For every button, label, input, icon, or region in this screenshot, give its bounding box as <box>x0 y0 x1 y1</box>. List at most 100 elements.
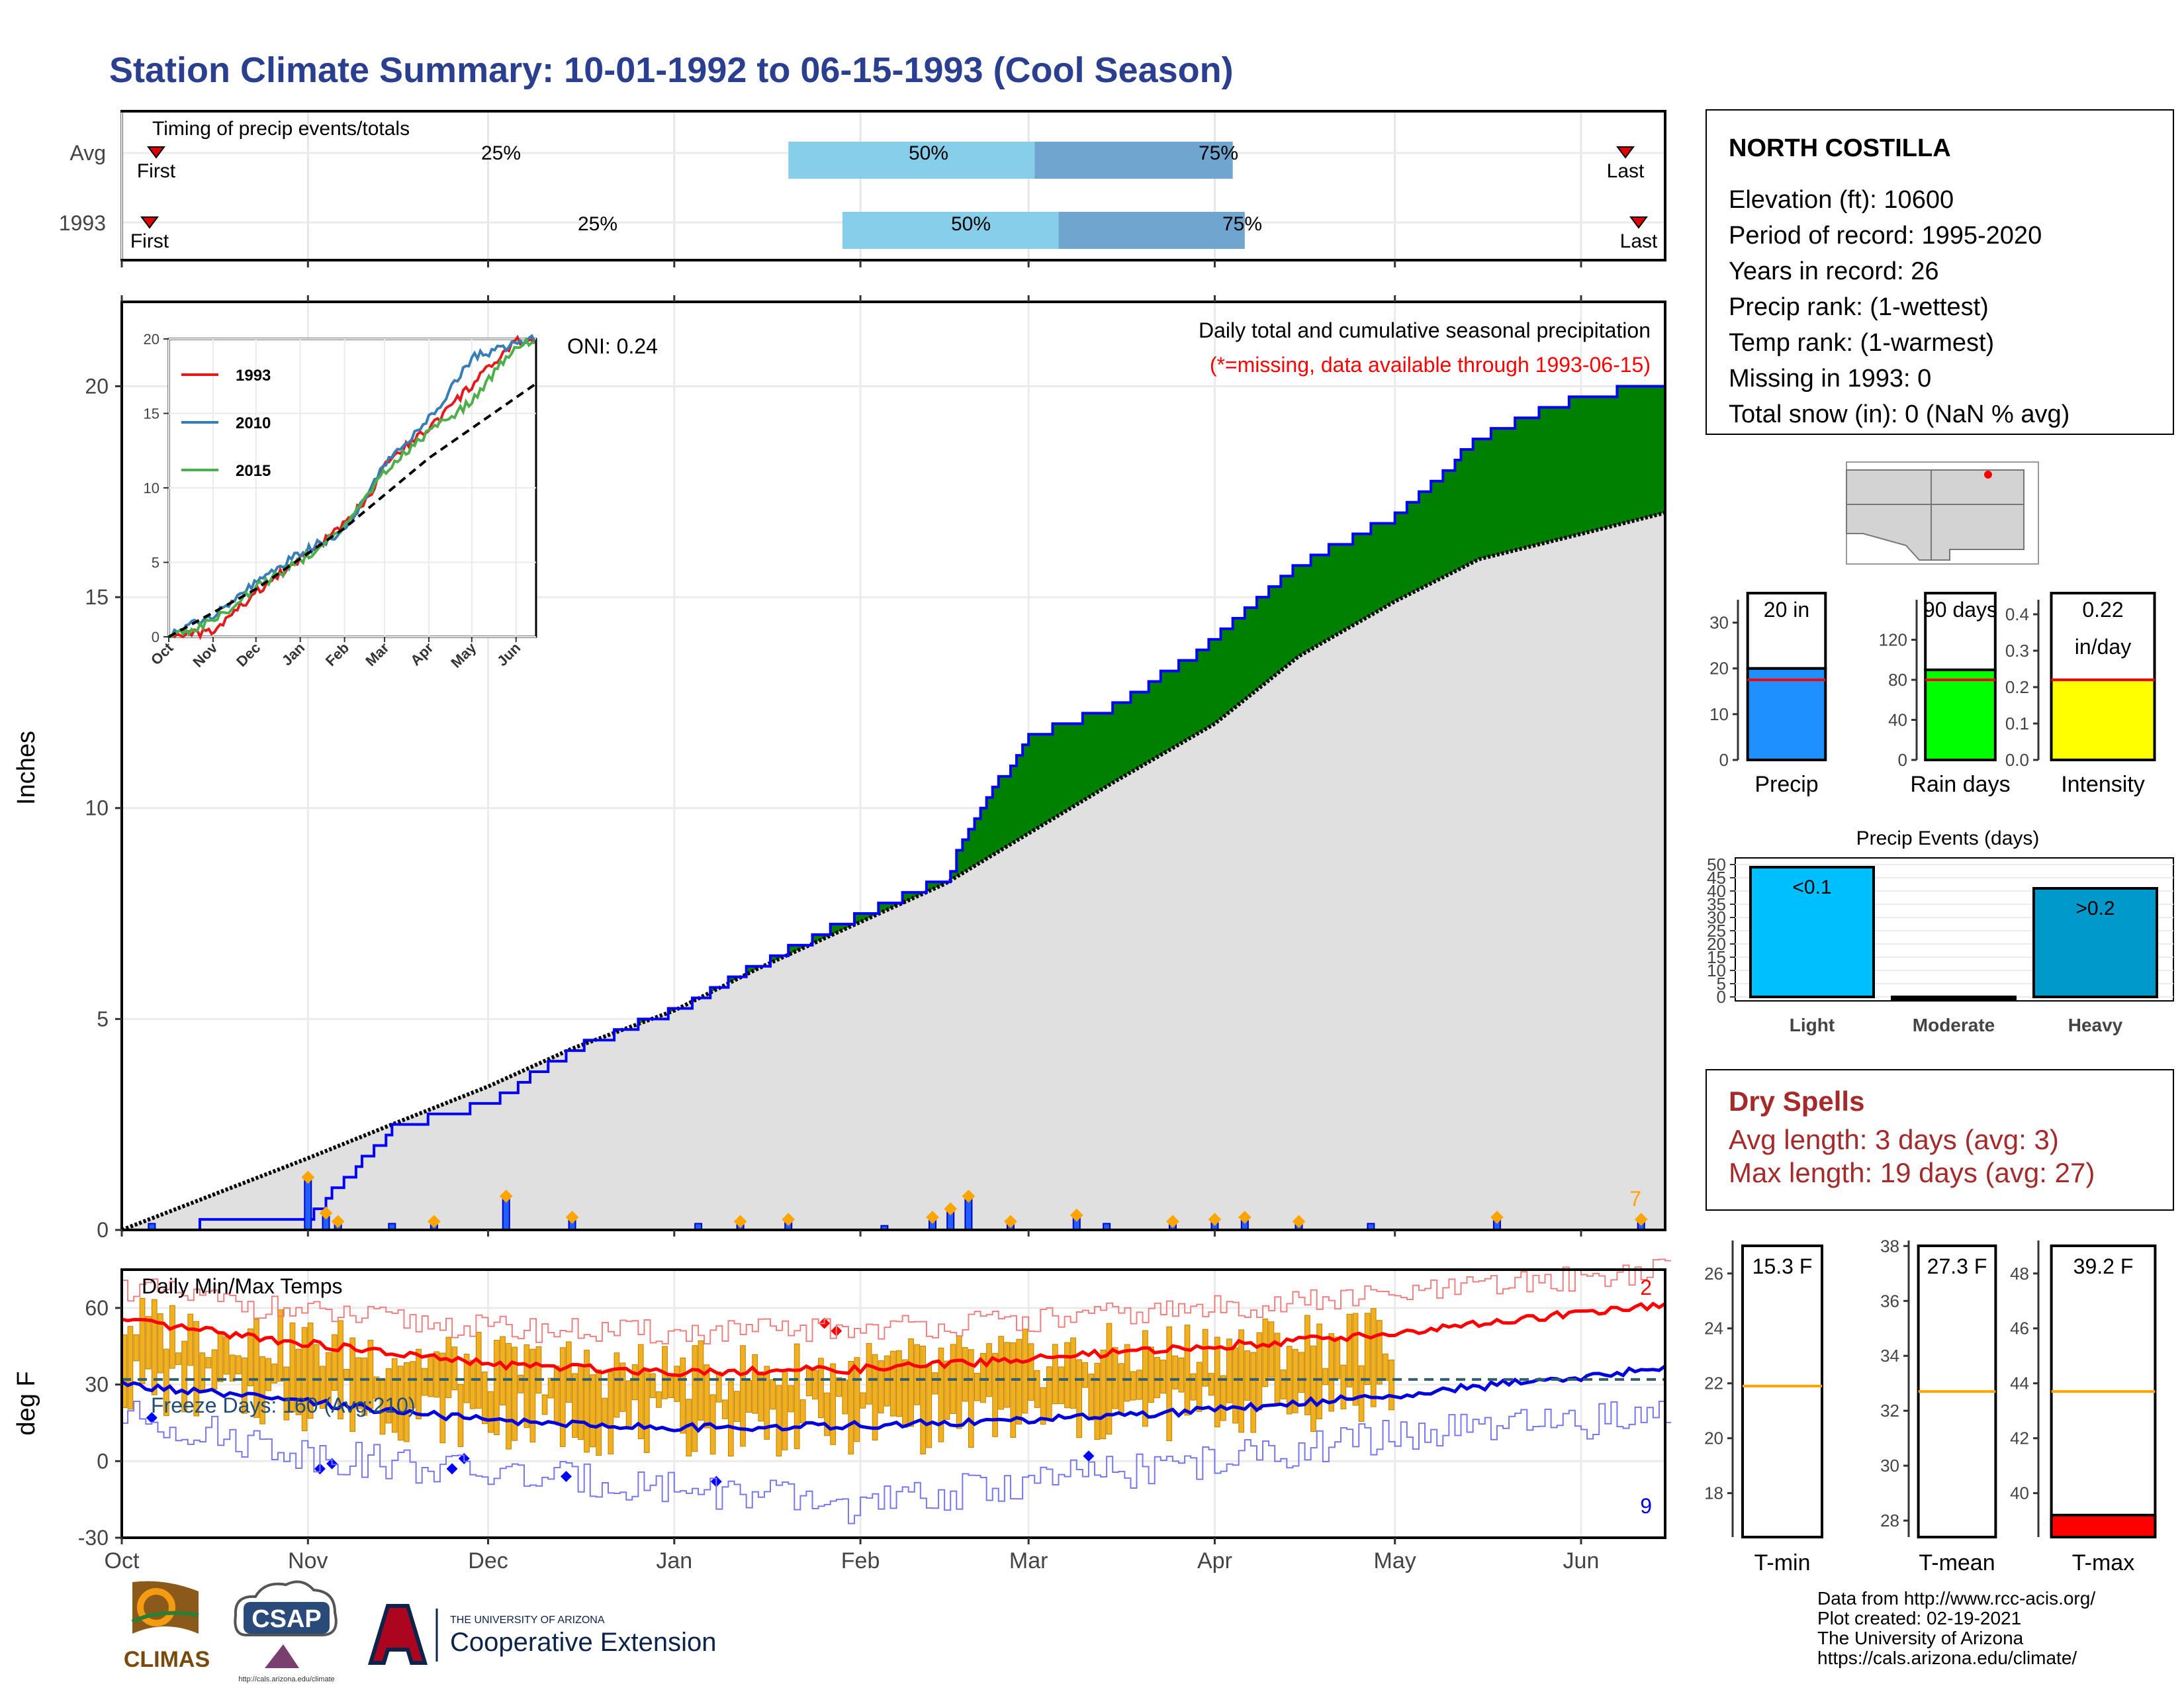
summary-bar-charts: 0 10 20 30 20 in Precip 0 40 80 120 90 days Rain da… <box>1709 592 2156 797</box>
row1993-last-label: Last <box>1620 230 1658 252</box>
daily-temp-bar <box>494 1340 500 1436</box>
oni-annotation: ONI: 0.24 <box>567 334 658 358</box>
daily-temp-bar <box>145 1316 152 1370</box>
daily-temp-bar <box>1082 1362 1089 1388</box>
daily-temp-bar <box>1178 1357 1185 1393</box>
daily-temp-bar <box>889 1350 896 1417</box>
daily-precip-marker <box>1490 1210 1504 1224</box>
daily-temp-bar <box>614 1352 620 1418</box>
daily-precip-marker <box>926 1210 939 1224</box>
daily-temp-bar <box>523 1344 530 1429</box>
station-line: Temp rank: (1-warmest) <box>1729 329 1994 357</box>
daily-precip-marker <box>1238 1210 1251 1224</box>
daily-temp-bar <box>512 1346 518 1441</box>
daily-temp-bar <box>1112 1347 1118 1409</box>
csap-mountain <box>265 1644 299 1668</box>
month-tick-label: Mar <box>1009 1548 1048 1573</box>
daily-temp-bar <box>277 1309 284 1382</box>
daily-precip-marker <box>499 1190 513 1203</box>
daily-temp-bar <box>799 1399 806 1424</box>
avg-first-marker <box>147 146 165 159</box>
daily-temp-bar <box>1136 1370 1142 1400</box>
daily-precip-bar <box>304 1176 312 1231</box>
inset-legend-label: 1993 <box>236 367 271 385</box>
csap-badge <box>244 1602 330 1634</box>
daily-temp-bar <box>439 1352 446 1444</box>
summary-y-tick-label: 30 <box>1709 613 1729 633</box>
daily-temp-bar <box>1370 1308 1377 1407</box>
daily-temp-bar <box>986 1343 992 1397</box>
avg-max-line <box>121 1301 1666 1378</box>
daily-temp-bar <box>1196 1362 1203 1412</box>
inset-y-tick-label: 0 <box>152 629 159 645</box>
ua-extension-logo: THE UNIVERSITY OF ARIZONA Cooperative Ex… <box>367 1604 716 1665</box>
daily-temp-bar <box>1124 1344 1130 1402</box>
precip-y-tick-label: 10 <box>85 796 109 820</box>
daily-temp-bar <box>259 1356 265 1425</box>
locator-map <box>1846 461 2039 565</box>
daily-temp-bar <box>578 1365 584 1440</box>
record-low-marker <box>1083 1450 1095 1462</box>
precip-count-label: 7 <box>1629 1187 1641 1211</box>
daily-precip-marker <box>331 1215 345 1229</box>
timing-row-label-avg: Avg <box>69 141 106 165</box>
daily-temp-bar <box>842 1379 848 1415</box>
climas-wave <box>131 1611 199 1624</box>
daily-temp-bar <box>968 1349 974 1448</box>
daily-temp-bar <box>805 1368 812 1397</box>
temperature-summary-charts: 18 20 22 24 26 15.3 F T-min 28 30 32 34 36 38 27.3 F T… <box>1704 1236 2157 1575</box>
daily-precip-marker <box>733 1215 747 1229</box>
daily-temp-bar <box>1280 1369 1287 1399</box>
daily-temp-bar <box>1376 1320 1383 1385</box>
precip-y-tick-label: 15 <box>85 585 109 609</box>
precip-y-tick-label: 20 <box>85 374 109 398</box>
daily-temp-bar <box>1214 1336 1220 1428</box>
daily-temp-bar <box>1046 1366 1052 1421</box>
temp-summary-y-tick-label: 44 <box>2010 1374 2029 1393</box>
daily-precip-marker <box>962 1190 976 1203</box>
events-category-label: Heavy <box>2068 1015 2123 1035</box>
daily-temp-bar <box>187 1313 194 1366</box>
daily-temp-bar <box>1334 1336 1341 1380</box>
record-min-line <box>122 1400 1672 1524</box>
daily-temp-bar <box>361 1357 368 1416</box>
timing-bar-25-50 <box>842 212 1059 249</box>
daily-temp-bar <box>776 1385 782 1457</box>
daily-temp-bar <box>643 1371 650 1453</box>
daily-temp-bar <box>1346 1313 1353 1387</box>
summary-category-label: Rain days <box>1910 772 2010 797</box>
daily-temp-bar <box>1064 1342 1070 1409</box>
daily-temp-bar <box>422 1368 428 1396</box>
daily-temp-bar <box>1172 1355 1179 1389</box>
daily-temp-bar <box>151 1299 158 1395</box>
precip-chart-subtitle: (*=missing, data available through 1993-… <box>1210 353 1651 377</box>
daily-temp-bar <box>956 1335 962 1429</box>
events-title: Precip Events (days) <box>1856 827 2040 849</box>
summary-value-label: 90 days <box>1923 598 1997 622</box>
daily-temp-bar <box>1364 1313 1371 1385</box>
daily-temp-bar <box>1034 1370 1040 1408</box>
month-tick-label: May <box>1374 1548 1416 1573</box>
row1993-p75-label: 75% <box>1222 213 1262 235</box>
daily-temp-bar <box>1130 1371 1136 1401</box>
inset-series-line-2015 <box>169 336 535 638</box>
daily-temp-bar <box>794 1343 800 1450</box>
summary-y-tick-label: 80 <box>1888 670 1907 690</box>
daily-temp-bar <box>674 1366 680 1402</box>
daily-temp-bar <box>1052 1344 1058 1405</box>
events-y-tick-label: 45 <box>1707 868 1726 888</box>
station-location-marker <box>1984 471 1992 479</box>
daily-temp-bar <box>1322 1368 1328 1385</box>
daily-temp-bar <box>788 1385 794 1413</box>
summary-value-box <box>2050 592 2156 681</box>
month-tick-label: Nov <box>288 1548 328 1573</box>
daily-temp-bar <box>734 1391 740 1423</box>
daily-precip-marker <box>1166 1215 1179 1229</box>
daily-temp-bar <box>680 1357 686 1434</box>
daily-temp-bar <box>385 1368 392 1424</box>
temp-y-tick-label: 30 <box>85 1373 109 1397</box>
daily-temp-bar <box>914 1344 920 1405</box>
climas-wordmark: CLIMAS <box>124 1647 210 1672</box>
summary-category-label: Precip <box>1754 772 1818 797</box>
csap-logo: CSAP http://cals.arizona.edu/climate <box>234 1580 338 1683</box>
